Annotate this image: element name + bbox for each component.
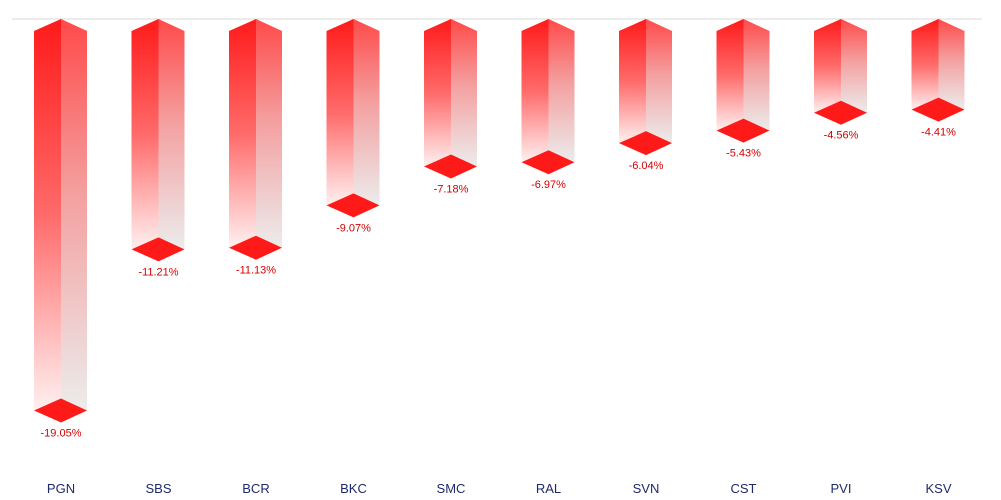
bar-bottom-cap bbox=[34, 398, 87, 423]
data-label-smc: -7.18% bbox=[434, 184, 469, 196]
data-label-sbs: -11.21% bbox=[138, 266, 178, 278]
bar-side-face bbox=[256, 19, 282, 248]
bar-bottom-cap bbox=[911, 97, 965, 122]
bar-front-face bbox=[326, 19, 354, 206]
category-label-bkc: BKC bbox=[340, 481, 367, 496]
bar-side-face bbox=[451, 19, 477, 167]
bar-bcr bbox=[229, 19, 282, 260]
bar-side-face bbox=[743, 19, 770, 131]
data-label-pvi: -4.56% bbox=[824, 130, 859, 142]
bar-ksv bbox=[911, 19, 965, 122]
bar-front-face bbox=[424, 19, 451, 167]
bar-bottom-cap bbox=[229, 235, 282, 260]
data-labels-layer: -19.05% -11.21% -11.13% -9.07% -7.18% -6.97% -… bbox=[41, 127, 957, 440]
category-label-pgn: PGN bbox=[47, 481, 75, 496]
bar-side-face bbox=[646, 19, 672, 144]
category-label-ksv: KSV bbox=[925, 481, 951, 496]
data-label-pgn: -19.05% bbox=[41, 427, 82, 439]
bar-bottom-cap bbox=[619, 131, 672, 156]
bar-front-face bbox=[229, 19, 256, 248]
category-label-cst: CST bbox=[731, 481, 757, 496]
bar-side-face bbox=[938, 19, 965, 110]
bar-bottom-cap bbox=[326, 193, 380, 218]
data-label-ksv: -4.41% bbox=[921, 127, 956, 139]
data-label-svn: -6.04% bbox=[629, 160, 664, 172]
bar-bottom-cap bbox=[814, 100, 867, 125]
bar-pgn bbox=[34, 19, 87, 423]
bar-side-face bbox=[61, 19, 87, 411]
category-label-sbs: SBS bbox=[145, 481, 171, 496]
bar-side-face bbox=[353, 19, 380, 206]
data-label-cst: -5.43% bbox=[726, 148, 761, 160]
bar-front-face bbox=[814, 19, 841, 113]
category-label-smc: SMC bbox=[437, 481, 466, 496]
bar-bottom-cap bbox=[424, 154, 477, 179]
data-label-bcr: -11.13% bbox=[236, 265, 276, 277]
category-label-bcr: BCR bbox=[242, 481, 269, 496]
bar-side-face bbox=[841, 19, 867, 113]
bar-front-face bbox=[716, 19, 744, 131]
bar-front-face bbox=[521, 19, 549, 163]
bar-ral bbox=[521, 19, 575, 175]
bar-front-face bbox=[619, 19, 646, 144]
bar-cst bbox=[716, 19, 770, 143]
data-label-ral: -6.97% bbox=[531, 179, 566, 191]
bar-bottom-cap bbox=[131, 237, 185, 262]
bars-layer bbox=[34, 19, 965, 423]
bar-sbs bbox=[131, 19, 185, 262]
bar-bottom-cap bbox=[716, 118, 770, 143]
bar-smc bbox=[424, 19, 477, 179]
bar-bkc bbox=[326, 19, 380, 218]
bar-front-face bbox=[911, 19, 939, 110]
bar-bottom-cap bbox=[521, 150, 575, 175]
category-label-pvi: PVI bbox=[831, 481, 852, 496]
category-label-svn: SVN bbox=[633, 481, 660, 496]
bar-side-face bbox=[548, 19, 575, 163]
bar-front-face bbox=[131, 19, 159, 250]
category-label-ral: RAL bbox=[536, 481, 561, 496]
bar-front-face bbox=[34, 19, 61, 411]
bar-side-face bbox=[158, 19, 185, 250]
bar-svn bbox=[619, 19, 672, 156]
data-label-bkc: -9.07% bbox=[336, 222, 371, 234]
bar-pvi bbox=[814, 19, 867, 125]
category-axis: PGN SBS BCR BKC SMC RAL SVN CST PVI KSV bbox=[47, 481, 952, 496]
